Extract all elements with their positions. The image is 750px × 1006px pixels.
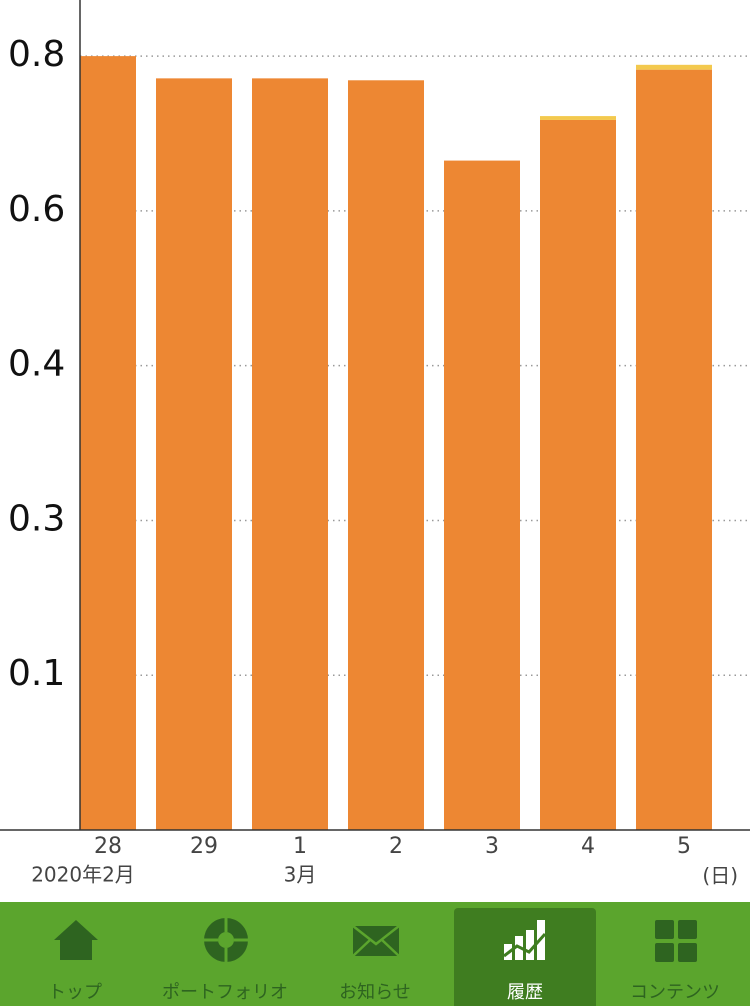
nav-label: コンテンツ: [604, 978, 746, 1004]
x-tick-label: 2: [389, 834, 403, 859]
nav-tab[interactable]: 履歴: [454, 908, 596, 1006]
y-tick-label: 0.4: [8, 344, 65, 385]
nav-label: トップ: [4, 978, 146, 1004]
page: {"chart_data": {"type": "bar", "categori…: [0, 0, 750, 1006]
bar-segment: [444, 161, 520, 830]
y-tick-label: 0.3: [8, 498, 65, 539]
bottom-nav: トップ ポートフォリオ お知らせ 履歴 コンテンツ: [0, 902, 750, 1006]
icon-home: [51, 916, 101, 966]
nav-label: お知らせ: [304, 978, 446, 1004]
nav-label: ポートフォリオ: [154, 978, 296, 1004]
icon-mail: [351, 916, 401, 966]
x-tick-label: 5: [677, 834, 691, 859]
bar-segment: [540, 116, 616, 120]
y-tick-label: 0.8: [8, 34, 65, 75]
chart: 0.1 0.3 0.4 0.6 0.8 28 2020年2月 29 1 3月 2 3 4 5 (日): [0, 0, 750, 902]
x-month-label: 2020年2月: [31, 863, 135, 887]
bar-segment: [540, 120, 616, 830]
bar-segment: [636, 65, 712, 70]
bar-segment: [60, 56, 136, 830]
x-tick-label: 4: [581, 834, 595, 859]
x-tick-label: 28: [94, 834, 122, 859]
x-tick-label: 3: [485, 834, 499, 859]
icon-history: [501, 916, 551, 966]
bar-segment: [156, 78, 232, 830]
nav-tab[interactable]: ポートフォリオ: [154, 908, 296, 1006]
icon-portfolio: [201, 916, 251, 966]
y-tick-label: 0.1: [8, 653, 65, 694]
nav-tab[interactable]: コンテンツ: [604, 908, 746, 1006]
icon-contents: [651, 916, 701, 966]
nav-label: 履歴: [454, 978, 596, 1004]
x-tick-label: 29: [190, 834, 218, 859]
x-tick-label: 1: [293, 834, 307, 859]
x-unit: (日): [702, 864, 738, 888]
bar-segment: [636, 70, 712, 830]
bar-segment: [348, 80, 424, 830]
x-month-label: 3月: [284, 863, 317, 887]
nav-tab[interactable]: お知らせ: [304, 908, 446, 1006]
y-tick-label: 0.6: [8, 189, 65, 230]
bar-segment: [252, 78, 328, 830]
nav-tab[interactable]: トップ: [4, 908, 146, 1006]
